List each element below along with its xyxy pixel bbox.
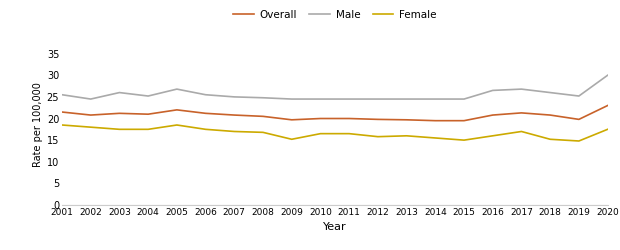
Overall [231,114,238,116]
Legend: Overall, Male, Female: Overall, Male, Female [229,6,440,24]
Overall [317,117,324,120]
Male [460,98,467,100]
Line: Overall: Overall [62,106,608,121]
Male [116,91,123,94]
Female [489,134,497,137]
Overall [518,112,525,114]
Overall [575,118,583,121]
Overall [604,104,611,107]
Female [403,134,410,137]
Line: Female: Female [62,125,608,141]
Female [116,128,123,131]
Male [345,98,353,100]
Female [460,139,467,142]
Overall [288,118,296,121]
Overall [345,117,353,120]
Female [58,124,66,126]
Female [202,128,210,131]
Male [546,91,554,94]
Male [575,94,583,98]
Overall [374,118,381,121]
Female [317,132,324,135]
Male [374,98,381,100]
Male [231,96,238,98]
Female [374,135,381,138]
Y-axis label: Rate per 100,000: Rate per 100,000 [33,82,43,168]
Female [518,130,525,133]
Overall [259,115,267,118]
Male [259,96,267,99]
Male [432,98,439,100]
Male [489,89,497,92]
Female [546,138,554,141]
Overall [144,113,152,116]
Female [231,130,238,133]
Overall [58,110,66,114]
Female [575,140,583,142]
Overall [202,112,210,115]
Female [144,128,152,131]
Overall [489,114,497,116]
Male [202,93,210,96]
Female [604,128,611,131]
Male [87,98,94,100]
Female [259,131,267,134]
Overall [403,118,410,121]
Line: Male: Male [62,75,608,99]
Male [317,98,324,100]
Female [173,124,180,126]
Male [518,88,525,90]
Female [432,136,439,140]
Male [403,98,410,100]
Overall [116,112,123,115]
Male [173,88,180,90]
Female [345,132,353,135]
Male [58,93,66,96]
Female [288,138,296,141]
Overall [546,114,554,116]
Overall [460,119,467,122]
Overall [87,114,94,116]
Male [288,98,296,100]
Male [144,94,152,98]
X-axis label: Year: Year [323,222,347,232]
Female [87,126,94,129]
Male [604,74,611,77]
Overall [432,119,439,122]
Overall [173,108,180,111]
